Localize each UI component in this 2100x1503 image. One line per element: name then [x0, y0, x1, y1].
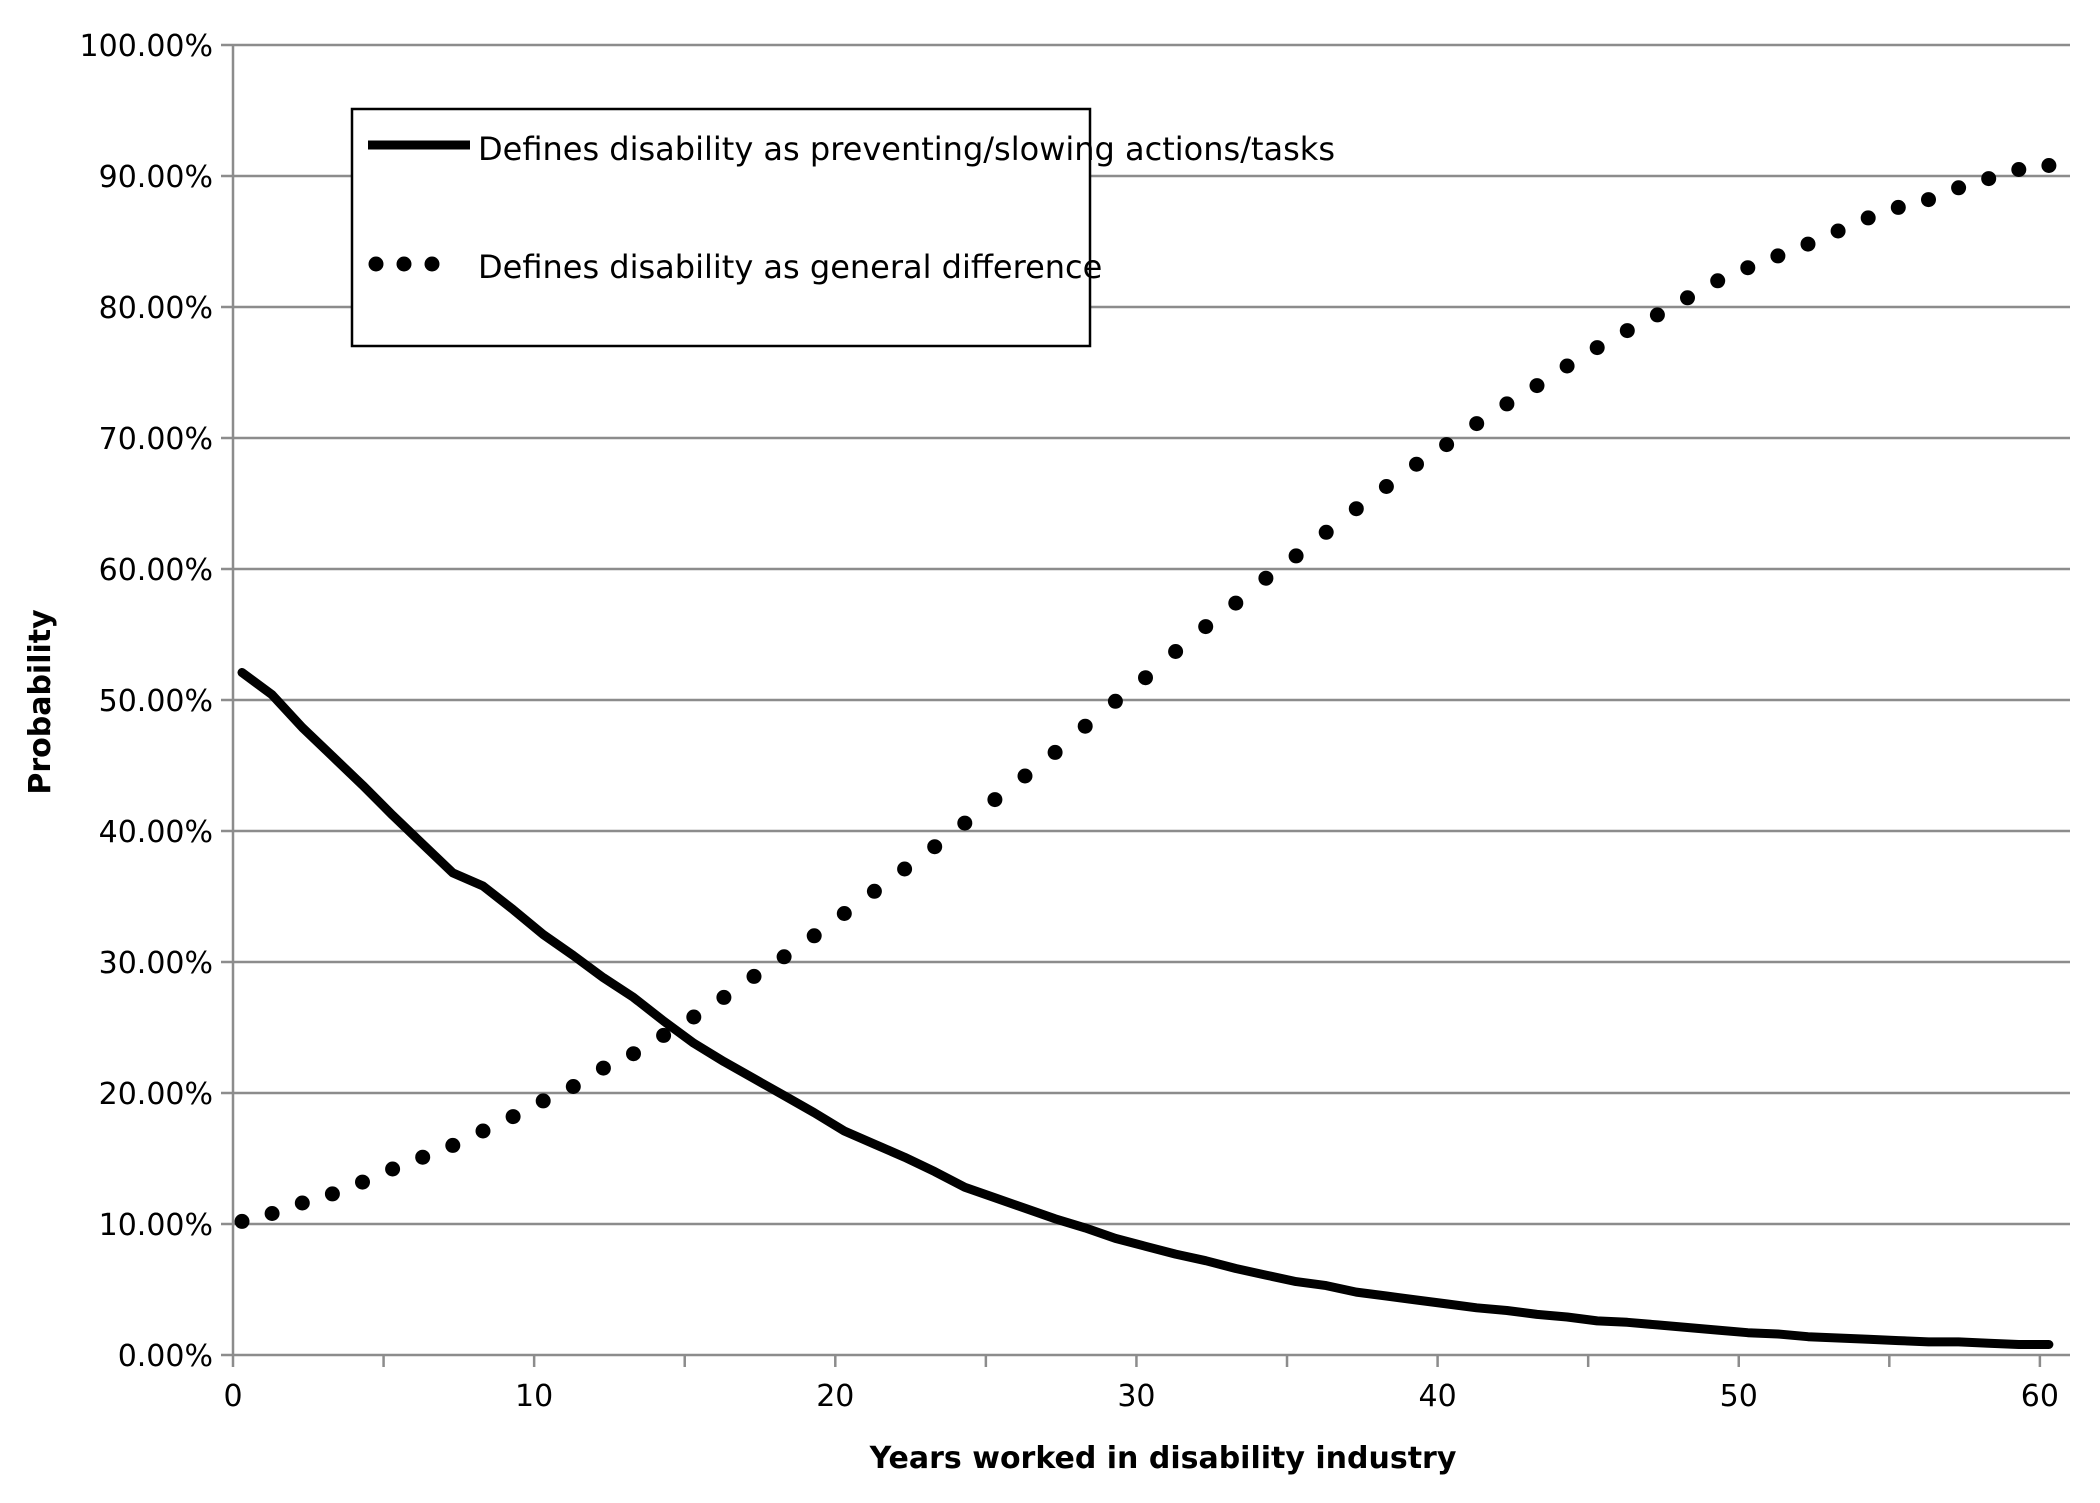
data-point	[445, 1137, 461, 1153]
data-point	[264, 1206, 280, 1221]
data-point	[1830, 223, 1846, 239]
data-point	[1047, 744, 1063, 760]
data-point	[535, 1093, 551, 1109]
data-point	[1288, 548, 1304, 564]
data-point	[294, 1195, 310, 1211]
data-point	[1318, 524, 1334, 540]
legend-dot	[396, 256, 412, 272]
data-point	[1017, 768, 1033, 784]
data-point	[1378, 479, 1394, 494]
data-point	[1890, 199, 1906, 215]
x-tick-label: 50	[1720, 1379, 1758, 1414]
y-tick-label: 80.00%	[99, 291, 213, 326]
legend-dot	[368, 256, 384, 272]
series-dots-general-difference	[234, 158, 2057, 1229]
data-point	[626, 1046, 641, 1062]
y-tick-label: 70.00%	[99, 422, 213, 457]
data-point	[415, 1149, 431, 1165]
legend-dot	[424, 256, 440, 272]
x-tick-label: 20	[816, 1379, 854, 1414]
data-point	[385, 1161, 401, 1177]
data-point	[1168, 644, 1184, 659]
data-point	[1409, 456, 1424, 472]
data-point	[1649, 307, 1665, 323]
x-tick-label: 0	[223, 1379, 242, 1414]
y-tick-labels: 0.00% 10.00% 20.00% 30.00% 40.00% 50.00% 60.00…	[80, 29, 213, 1374]
data-point	[806, 928, 822, 944]
data-point	[1258, 570, 1274, 586]
series	[234, 158, 2057, 1349]
data-point	[1439, 437, 1455, 453]
y-tick-label: 50.00%	[99, 684, 213, 719]
data-point	[1800, 236, 1816, 252]
data-point	[1228, 595, 1244, 611]
data-point	[324, 1186, 340, 1202]
data-point	[1770, 248, 1786, 264]
x-tick-label: 60	[2021, 1379, 2059, 1414]
y-tick-label: 10.00%	[99, 1208, 213, 1243]
data-point	[686, 1009, 702, 1025]
data-point	[475, 1123, 491, 1139]
data-point	[776, 949, 792, 965]
x-tick-labels: 0 10 20 30 40 50 60	[223, 1379, 2059, 1414]
x-tick-label: 10	[515, 1379, 553, 1414]
data-point	[505, 1109, 521, 1125]
y-tick-label: 30.00%	[99, 946, 213, 981]
data-point	[355, 1174, 370, 1190]
data-point	[565, 1079, 581, 1094]
data-point	[746, 968, 762, 984]
data-point	[1559, 358, 1575, 374]
x-tick-label: 40	[1418, 1379, 1456, 1414]
legend-label-general-difference: Defines disability as general difference	[478, 248, 1102, 286]
data-point	[1348, 501, 1364, 517]
data-point	[927, 839, 943, 855]
data-point	[1981, 171, 1997, 187]
x-axis-title: Years worked in disability industry	[869, 1441, 1457, 1476]
y-axis-title: Probability	[23, 609, 58, 795]
data-point	[1529, 378, 1545, 394]
data-point	[1951, 180, 1967, 196]
legend: Defines disability as preventing/slowing…	[350, 107, 1335, 348]
data-point	[716, 989, 732, 1005]
legend-label-preventing-slowing: Defines disability as preventing/slowing…	[478, 130, 1335, 168]
data-point	[957, 815, 973, 831]
data-point	[1198, 619, 1214, 635]
data-point	[836, 906, 852, 921]
data-point	[1077, 718, 1093, 734]
y-tick-label: 100.00%	[80, 29, 213, 64]
legend-dotted-swatch	[368, 256, 440, 272]
data-point	[866, 883, 882, 899]
legend-label-line: Defines disability as preventing/slowing…	[478, 130, 1335, 168]
data-point	[1138, 670, 1153, 686]
y-tick-label: 60.00%	[99, 553, 213, 588]
data-point	[595, 1060, 611, 1076]
data-point	[1921, 192, 1936, 208]
legend-box	[350, 107, 1092, 348]
data-point	[1499, 396, 1515, 412]
axes	[221, 43, 2070, 1367]
series-line-preventing-slowing	[237, 668, 2054, 1349]
data-point	[1107, 693, 1123, 709]
data-point	[1740, 260, 1756, 276]
data-point	[1619, 323, 1635, 339]
data-point	[1860, 210, 1876, 226]
y-tick-label: 0.00%	[118, 1339, 213, 1374]
data-point	[2041, 158, 2057, 173]
data-point	[897, 861, 913, 877]
data-point	[656, 1027, 672, 1043]
data-point	[1469, 416, 1485, 432]
data-point	[987, 792, 1003, 808]
x-tick-label: 30	[1117, 1379, 1155, 1414]
y-tick-label: 90.00%	[99, 160, 213, 195]
data-point	[1589, 340, 1605, 356]
data-point	[1710, 273, 1726, 289]
data-point	[1680, 290, 1695, 306]
y-tick-label: 40.00%	[99, 815, 213, 850]
y-tick-label: 20.00%	[99, 1077, 213, 1112]
data-point	[2011, 162, 2027, 177]
data-point	[234, 1213, 250, 1229]
